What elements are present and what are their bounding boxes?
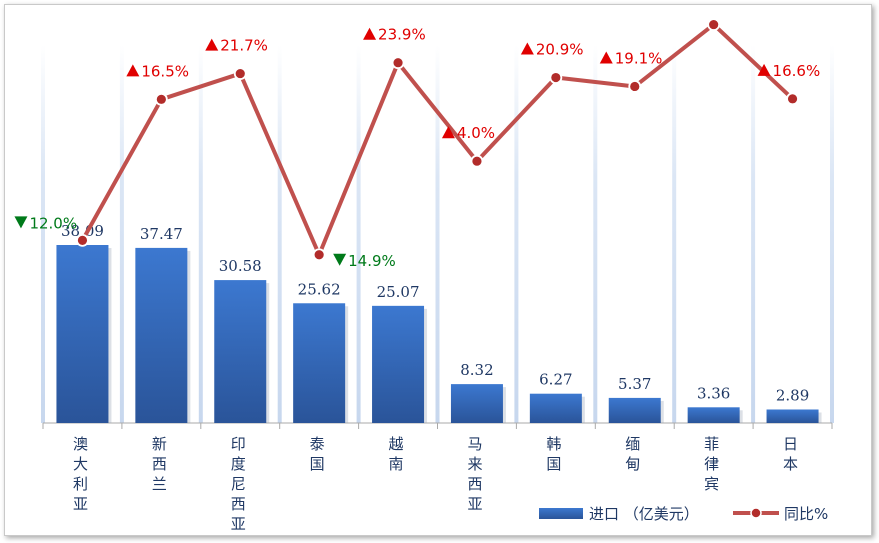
legend-bar-swatch [539,508,583,519]
yoy-value-label: 21.7% [220,37,268,55]
yoy-point [470,154,484,168]
grid-line [593,45,598,423]
category-label: 韩国 [546,435,561,473]
category-label: 越南 [389,435,404,473]
grid-line [356,45,361,423]
up-triangle-icon [363,27,377,40]
grid-line [830,45,834,423]
up-triangle-icon [441,126,455,139]
up-triangle-icon [205,38,219,51]
category-label: 缅甸 [625,435,640,473]
grid-line [277,45,282,423]
category-label: 新西兰 [152,435,167,493]
grid-line [41,45,45,423]
yoy-value-label: 20.9% [536,41,584,59]
bar-value-label: 5.37 [618,375,651,393]
chart-frame: 38.09 37.47 30.58 25.62 25.07 8.32 6.27 5.37 3.3… [4,4,872,536]
yoy-value-label: 14.9% [348,252,396,270]
bar [766,409,819,423]
bar-value-label: 30.58 [219,257,262,275]
yoy-value-label: 16.5% [141,62,189,80]
up-triangle-icon [126,64,140,77]
chart-svg: 38.09 37.47 30.58 25.62 25.07 8.32 6.27 5.37 3.3… [14,5,834,533]
yoy-point [786,92,799,106]
bar [135,247,188,423]
category-label: 澳大利亚 [73,435,88,513]
yoy-point [233,67,247,80]
yoy-value-label: 4.0% [457,124,495,142]
category-label: 泰国 [310,435,325,473]
yoy-value-label: 31.6% [694,5,742,6]
grid-line [119,45,124,423]
yoy-point [391,56,405,70]
legend-bar-label: 进口 （亿美元） [589,505,699,523]
down-triangle-icon [333,253,347,266]
bar-value-label: 25.62 [298,280,341,298]
yoy-value-label: 23.9% [378,26,426,44]
down-triangle-icon [14,216,28,229]
bar-value-label: 2.89 [776,386,809,404]
bar-value-label: 25.07 [377,283,420,301]
category-label: 印度尼西亚 [231,435,246,533]
yoy-point [76,233,89,247]
yoy-point [154,92,168,106]
up-triangle-icon [757,63,771,76]
yoy-line [80,22,794,257]
yoy-value-label: 19.1% [615,49,663,67]
yoy-value-label: 16.6% [773,62,821,80]
legend-line-marker [750,507,762,519]
bar-value-label: 37.47 [140,225,183,243]
bar-value-label: 3.36 [697,384,730,402]
grid-line [751,45,756,423]
bar [450,384,503,423]
bar [56,245,109,423]
yoy-value-label: 12.0% [29,214,77,232]
yoy-point [549,71,563,84]
category-label: 菲律宾 [704,435,719,493]
yoy-point [312,248,326,262]
up-triangle-icon [599,51,613,64]
bar [608,397,661,423]
grid-line [672,45,677,423]
grid-line [198,45,203,423]
bar [214,280,267,423]
category-label: 日本 [783,435,798,473]
bar-value-label: 38.09 [61,222,104,240]
bar-value-label: 6.27 [539,371,572,389]
bar [293,303,346,423]
bar-value-label: 8.32 [460,361,493,379]
category-label: 马来西亚 [467,435,482,513]
grid-line [514,45,519,423]
bar [372,305,425,423]
yoy-point [707,18,721,31]
bar [529,393,582,423]
up-triangle-icon [520,42,534,55]
grid-line [435,45,440,423]
legend-line-label: 同比% [784,505,828,523]
yoy-point [628,80,642,93]
bar [687,407,740,423]
